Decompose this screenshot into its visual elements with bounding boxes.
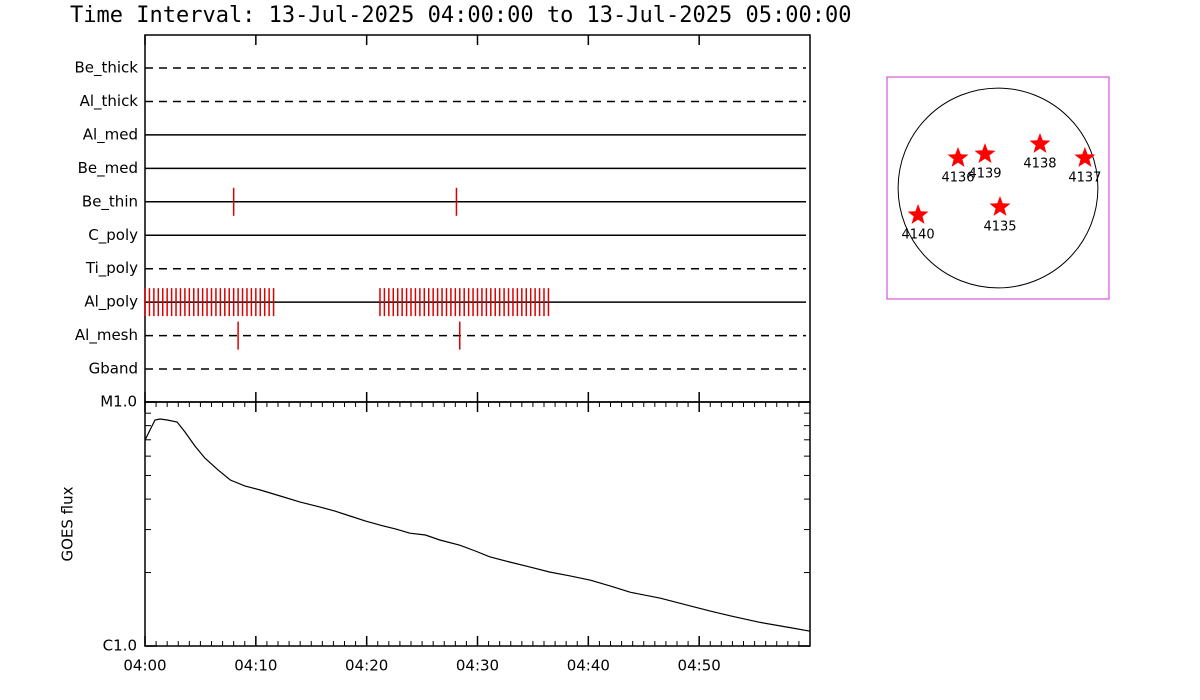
region-star [974,143,996,163]
region-label: 4140 [902,227,935,242]
region-star [1029,133,1051,153]
region-label: 4137 [1068,170,1101,185]
row-label: Al_poly [84,293,138,312]
row-label: Al_med [83,125,138,144]
x-tick-label: 04:10 [234,657,277,675]
row-label: Al_mesh [75,326,138,345]
region-star [1074,147,1096,167]
region-label: 4138 [1023,157,1056,172]
x-tick-label: 04:00 [123,657,166,675]
x-tick-label: 04:30 [456,657,499,675]
y-tick-label: M1.0 [100,393,137,411]
row-label: Be_med [78,159,138,178]
y-axis-label: GOES flux [59,486,77,561]
row-label: Gband [89,360,138,378]
x-tick-label: 04:40 [567,657,610,675]
x-tick-label: 04:20 [345,657,388,675]
row-label: Ti_poly [85,259,138,278]
region-star [989,196,1011,216]
region-label: 4136 [941,170,974,185]
x-tick-label: 04:50 [678,657,721,675]
y-tick-label: C1.0 [103,637,137,655]
region-label: 4135 [983,220,1016,235]
row-label: C_poly [88,226,138,245]
row-label: Be_thick [74,59,138,78]
goes-line [144,418,811,632]
region-star [907,204,929,224]
chart-title: Time Interval: 13-Jul-2025 04:00:00 to 1… [70,3,851,28]
solar-disk [897,87,1099,289]
region-label: 4139 [968,167,1001,182]
region-star [947,147,969,167]
map-frame [886,76,1110,300]
row-label: Be_thin [82,192,138,211]
row-label: Al_thick [80,92,139,111]
